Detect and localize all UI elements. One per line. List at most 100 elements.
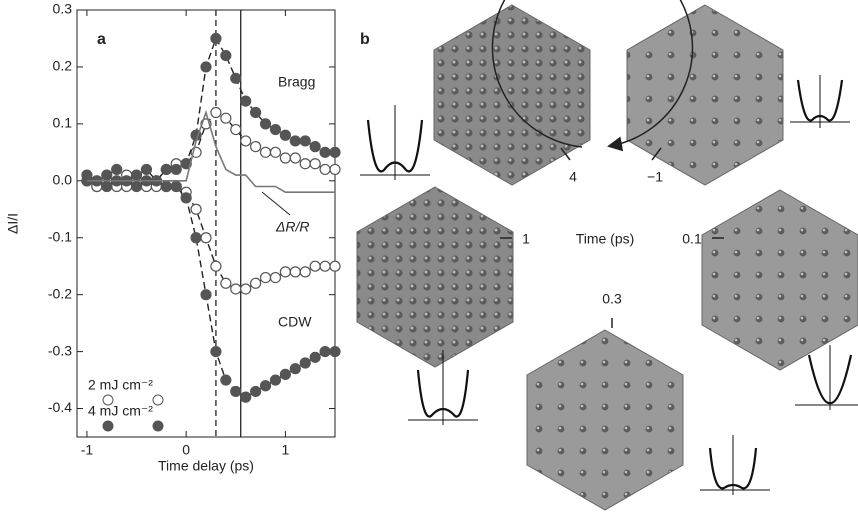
clock-label: −1 bbox=[647, 169, 663, 185]
data-point bbox=[290, 364, 300, 374]
data-point bbox=[241, 392, 251, 402]
data-point bbox=[201, 290, 211, 300]
data-point bbox=[251, 386, 261, 396]
data-point bbox=[270, 375, 280, 385]
data-point bbox=[320, 347, 330, 357]
data-point bbox=[261, 273, 271, 283]
data-point bbox=[102, 181, 112, 191]
data-point bbox=[320, 164, 330, 174]
data-point bbox=[310, 261, 320, 271]
data-point bbox=[290, 267, 300, 277]
y-axis-label: ΔI/I bbox=[5, 213, 21, 234]
data-point bbox=[270, 273, 280, 283]
data-point bbox=[102, 170, 112, 180]
data-point bbox=[300, 136, 310, 146]
annotation: CDW bbox=[278, 314, 312, 330]
legend-label: 2 mJ cm⁻² bbox=[88, 377, 153, 393]
data-point bbox=[280, 267, 290, 277]
data-point bbox=[241, 96, 251, 106]
data-point bbox=[221, 51, 231, 61]
data-point bbox=[300, 358, 310, 368]
data-point bbox=[261, 119, 271, 129]
data-point bbox=[290, 153, 300, 163]
data-point bbox=[280, 369, 290, 379]
clock-label: 0.1 bbox=[682, 231, 702, 247]
clock-label: 4 bbox=[569, 169, 577, 185]
data-point bbox=[241, 284, 251, 294]
legend-marker bbox=[153, 395, 163, 405]
data-point bbox=[330, 147, 340, 157]
x-tick-label: 0 bbox=[182, 442, 190, 458]
hexagon bbox=[702, 190, 858, 370]
data-point bbox=[201, 233, 211, 243]
annotation: ΔR/R bbox=[275, 219, 310, 235]
data-point bbox=[171, 164, 181, 174]
data-point bbox=[290, 136, 300, 146]
data-point bbox=[280, 153, 290, 163]
data-point bbox=[171, 181, 181, 191]
hexagon bbox=[434, 5, 590, 185]
annotation: Bragg bbox=[278, 74, 315, 90]
data-point bbox=[231, 386, 241, 396]
data-point bbox=[251, 142, 261, 152]
panel-label: b bbox=[360, 31, 370, 48]
y-tick-label: 0.1 bbox=[53, 115, 73, 131]
data-point bbox=[211, 107, 221, 117]
legend-label: 4 mJ cm⁻² bbox=[88, 403, 153, 419]
data-point bbox=[300, 267, 310, 277]
y-tick-label: -0.3 bbox=[48, 342, 72, 358]
y-tick-label: 0.2 bbox=[53, 58, 73, 74]
data-point bbox=[191, 204, 201, 214]
clock-label: 1 bbox=[522, 231, 530, 247]
data-point bbox=[221, 375, 231, 385]
data-point bbox=[191, 233, 201, 243]
data-point bbox=[320, 261, 330, 271]
data-point bbox=[201, 62, 211, 72]
data-point bbox=[310, 159, 320, 169]
x-axis-label: Time delay (ps) bbox=[158, 458, 254, 474]
data-point bbox=[251, 278, 261, 288]
data-point bbox=[320, 147, 330, 157]
data-point bbox=[261, 381, 271, 391]
data-point bbox=[330, 164, 340, 174]
y-tick-label: -0.4 bbox=[48, 399, 72, 415]
data-point bbox=[221, 278, 231, 288]
hexagon bbox=[627, 5, 783, 185]
panel-a: -0.4 -0.3 -0.2 -0.1 0.0 0.1 0.2 0.3 -1 0 1 Time del… bbox=[5, 1, 340, 474]
y-tick-label: 0.0 bbox=[53, 172, 73, 188]
data-point bbox=[270, 125, 280, 135]
data-point bbox=[270, 147, 280, 157]
data-point bbox=[261, 147, 271, 157]
legend-marker bbox=[103, 421, 113, 431]
data-point bbox=[211, 261, 221, 271]
data-point bbox=[181, 193, 191, 203]
data-point bbox=[231, 125, 241, 135]
data-point bbox=[221, 113, 231, 123]
data-point bbox=[241, 136, 251, 146]
data-point bbox=[310, 352, 320, 362]
y-tick-label: -0.2 bbox=[48, 285, 72, 301]
data-point bbox=[251, 107, 261, 117]
clock-label: 0.3 bbox=[602, 291, 622, 307]
y-tick-label: -0.1 bbox=[48, 228, 72, 244]
panel-b: b 4 −1 1 0.1 0.3 Time (ps) bbox=[357, 0, 858, 510]
data-point bbox=[330, 261, 340, 271]
panel-label: a bbox=[97, 31, 106, 48]
x-tick-label: 1 bbox=[281, 442, 289, 458]
center-label: Time (ps) bbox=[576, 231, 635, 247]
data-point bbox=[132, 181, 142, 191]
hexagon bbox=[357, 187, 513, 367]
y-tick-label: 0.3 bbox=[53, 1, 73, 17]
data-point bbox=[211, 347, 221, 357]
data-point bbox=[300, 159, 310, 169]
annotation-arrow bbox=[262, 192, 290, 215]
data-point bbox=[280, 130, 290, 140]
data-point bbox=[161, 164, 171, 174]
legend-marker bbox=[153, 421, 163, 431]
data-point bbox=[161, 181, 171, 191]
data-point bbox=[231, 284, 241, 294]
data-point bbox=[310, 142, 320, 152]
x-tick-label: -1 bbox=[81, 442, 94, 458]
hexagon bbox=[527, 330, 683, 510]
figure: -0.4 -0.3 -0.2 -0.1 0.0 0.1 0.2 0.3 -1 0 1 Time del… bbox=[0, 0, 858, 512]
